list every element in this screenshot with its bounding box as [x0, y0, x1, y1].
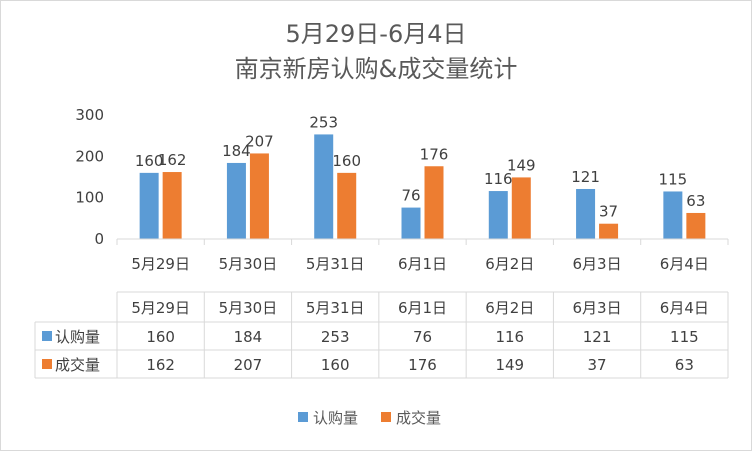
x-tick-label: 6月1日 — [398, 255, 447, 273]
x-tick-label: 6月4日 — [660, 255, 709, 273]
table-header-cell: 6月1日 — [398, 299, 447, 317]
y-tick-label: 200 — [75, 147, 104, 165]
table-cell: 149 — [495, 356, 524, 374]
table-cell: 207 — [234, 356, 263, 374]
bar — [337, 172, 357, 239]
y-tick-label: 0 — [94, 230, 104, 248]
data-label: 115 — [659, 170, 688, 188]
table-cell: 115 — [670, 328, 699, 346]
legend-key — [298, 412, 308, 422]
bar — [139, 172, 159, 239]
table-cell: 121 — [583, 328, 612, 346]
x-axis: 5月29日 5月30日 5月31日 6月1日 6月2日 6月3日 6月4日 — [116, 238, 729, 273]
data-label: 160 — [332, 152, 361, 170]
table-row-label: 认购量 — [55, 328, 100, 346]
bar — [599, 223, 619, 239]
data-label: 160 — [135, 152, 164, 170]
data-label: 76 — [401, 187, 420, 205]
x-tick-label: 6月2日 — [485, 255, 534, 273]
table-legend-key — [42, 331, 52, 341]
legend: 认购量 成交量 — [298, 409, 441, 427]
bar — [488, 191, 508, 239]
data-label: 116 — [484, 170, 513, 188]
bar — [226, 162, 246, 239]
table-cell: 184 — [234, 328, 263, 346]
data-label: 37 — [599, 203, 618, 221]
table-cell: 176 — [408, 356, 437, 374]
table-header-cell: 5月29日 — [131, 299, 190, 317]
table-cell: 162 — [146, 356, 175, 374]
x-tick-label: 5月30日 — [219, 255, 278, 273]
x-tick-label: 5月29日 — [131, 255, 190, 273]
table-cell: 76 — [413, 328, 432, 346]
bar — [162, 172, 182, 239]
bar — [424, 166, 444, 239]
table-cell: 116 — [495, 328, 524, 346]
table-header-cell: 6月4日 — [660, 299, 709, 317]
legend-key — [381, 412, 391, 422]
bar — [401, 207, 421, 239]
bar — [249, 153, 269, 239]
table-row-label: 成交量 — [55, 356, 100, 374]
data-label: 149 — [507, 156, 536, 174]
data-label: 207 — [245, 132, 274, 150]
table-cell: 160 — [146, 328, 175, 346]
plot-area: 160 184 253 76 116 121 115 162 207 160 176 149 37 63 — [135, 113, 706, 239]
table-cell: 253 — [321, 328, 350, 346]
bar — [663, 191, 683, 239]
data-label: 121 — [571, 168, 600, 186]
bar — [511, 177, 531, 239]
chart-title-line-2: 南京新房认购&成交量统计 — [235, 55, 518, 83]
table-header-cell: 6月3日 — [573, 299, 622, 317]
table-header-cell: 5月30日 — [219, 299, 278, 317]
table-header-cell: 5月31日 — [306, 299, 365, 317]
table-cell: 37 — [588, 356, 607, 374]
x-tick-label: 6月3日 — [573, 255, 622, 273]
data-label: 184 — [222, 142, 251, 160]
y-tick-label: 100 — [75, 189, 104, 207]
bar — [314, 134, 334, 239]
data-label: 162 — [158, 151, 187, 169]
table-cell: 63 — [675, 356, 694, 374]
chart-title-line-1: 5月29日-6月4日 — [285, 20, 466, 48]
table-header-cell: 6月2日 — [485, 299, 534, 317]
y-axis: 0 100 200 300 — [75, 106, 104, 248]
data-label: 253 — [309, 113, 338, 131]
bar — [576, 188, 596, 239]
table-cell: 160 — [321, 356, 350, 374]
table-legend-key — [42, 359, 52, 369]
data-label: 176 — [420, 145, 449, 163]
x-tick-label: 5月31日 — [306, 255, 365, 273]
legend-label: 成交量 — [396, 409, 441, 427]
data-label: 63 — [686, 192, 705, 210]
y-tick-label: 300 — [75, 106, 104, 124]
legend-label: 认购量 — [313, 409, 358, 427]
bar — [686, 212, 706, 239]
